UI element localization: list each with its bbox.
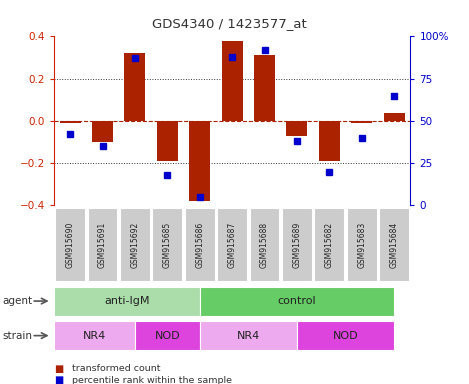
Text: GSM915684: GSM915684	[390, 222, 399, 268]
Text: GSM915688: GSM915688	[260, 222, 269, 268]
Text: GSM915682: GSM915682	[325, 222, 334, 268]
Bar	[351, 121, 372, 123]
FancyBboxPatch shape	[54, 286, 200, 316]
Text: strain: strain	[2, 331, 32, 341]
Text: GSM915690: GSM915690	[66, 222, 75, 268]
Bar	[157, 121, 178, 161]
FancyBboxPatch shape	[185, 208, 215, 281]
FancyBboxPatch shape	[347, 208, 377, 281]
Text: ■: ■	[54, 364, 63, 374]
FancyBboxPatch shape	[55, 208, 85, 281]
Text: NR4: NR4	[237, 331, 260, 341]
FancyBboxPatch shape	[297, 321, 394, 350]
Text: agent: agent	[2, 296, 32, 306]
FancyBboxPatch shape	[379, 208, 409, 281]
FancyBboxPatch shape	[88, 208, 117, 281]
Bar	[287, 121, 308, 136]
Text: anti-IgM: anti-IgM	[104, 296, 150, 306]
Text: GSM915687: GSM915687	[227, 222, 237, 268]
Bar	[254, 56, 275, 121]
FancyBboxPatch shape	[282, 208, 312, 281]
Text: GSM915685: GSM915685	[163, 222, 172, 268]
FancyBboxPatch shape	[135, 321, 200, 350]
Text: GDS4340 / 1423577_at: GDS4340 / 1423577_at	[152, 17, 307, 30]
FancyBboxPatch shape	[54, 321, 135, 350]
Bar	[384, 113, 405, 121]
Bar	[189, 121, 210, 201]
Text: GSM915692: GSM915692	[130, 222, 139, 268]
FancyBboxPatch shape	[200, 321, 297, 350]
Text: GSM915686: GSM915686	[195, 222, 204, 268]
Text: percentile rank within the sample: percentile rank within the sample	[72, 376, 232, 384]
Text: transformed count: transformed count	[72, 364, 160, 373]
Text: GSM915683: GSM915683	[357, 222, 366, 268]
FancyBboxPatch shape	[200, 286, 394, 316]
FancyBboxPatch shape	[314, 208, 344, 281]
Bar	[222, 41, 242, 121]
Text: GSM915691: GSM915691	[98, 222, 107, 268]
Bar	[319, 121, 340, 161]
Bar	[92, 121, 113, 142]
FancyBboxPatch shape	[152, 208, 182, 281]
Text: NOD: NOD	[154, 331, 180, 341]
FancyBboxPatch shape	[120, 208, 150, 281]
Text: NR4: NR4	[83, 331, 106, 341]
Text: GSM915689: GSM915689	[293, 222, 302, 268]
Text: NOD: NOD	[333, 331, 358, 341]
Bar	[60, 121, 81, 123]
FancyBboxPatch shape	[250, 208, 280, 281]
Text: ■: ■	[54, 375, 63, 384]
FancyBboxPatch shape	[217, 208, 247, 281]
Bar	[124, 53, 145, 121]
Text: control: control	[278, 296, 316, 306]
